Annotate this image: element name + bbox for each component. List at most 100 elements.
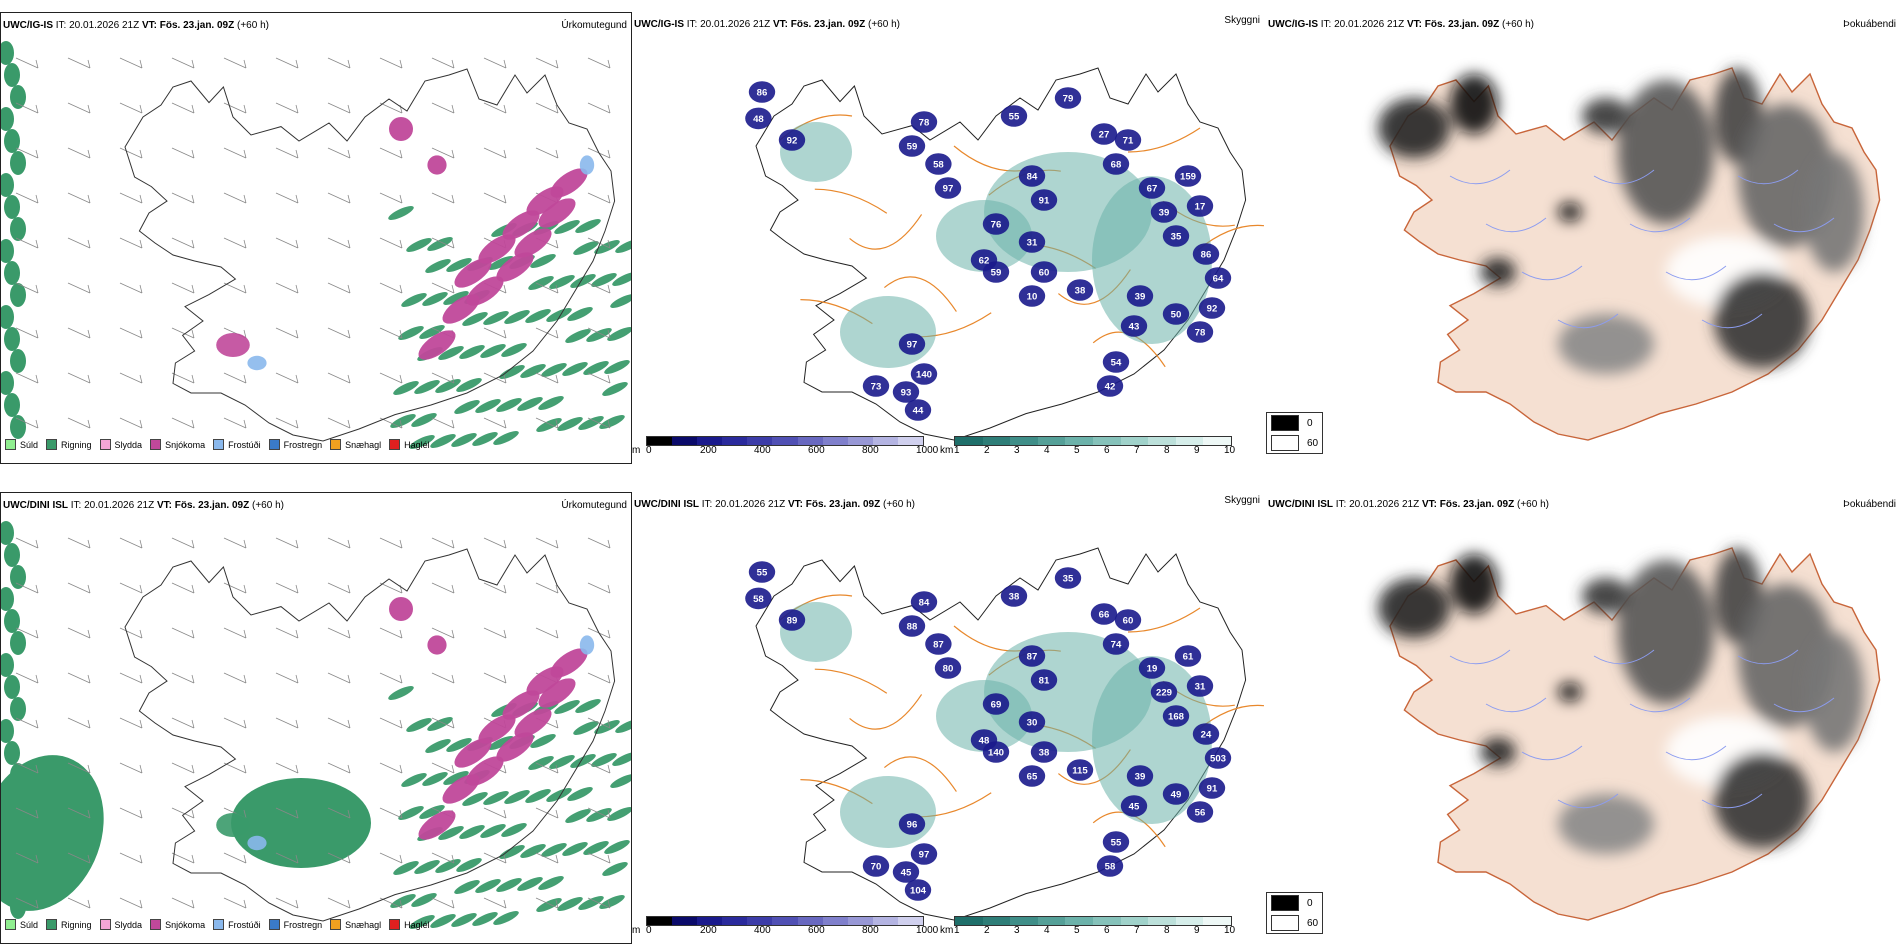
legend-swatch <box>1271 435 1299 451</box>
valid-time: Fös. 23.jan. 09Z <box>790 19 866 30</box>
colorbar-tick: 0 <box>646 445 652 456</box>
panel-title: UWC/DINI ISL IT: 20.01.2026 21Z VT: Fös.… <box>634 499 915 510</box>
legend-swatch <box>1271 415 1299 431</box>
cloudbase-value-label: 61 <box>1183 652 1194 663</box>
cloudbase-value-label: 96 <box>907 820 918 831</box>
legend-swatch <box>46 919 58 930</box>
cloudbase-value-label: 70 <box>871 862 882 873</box>
cloudbase-value-label: 55 <box>757 568 768 579</box>
fog-map-row2 <box>1378 547 1881 921</box>
cloudbase-colorbar: m 0 200 400 600 800 1000 <box>632 436 938 456</box>
legend-swatch <box>389 439 401 450</box>
colorbar-tick: 7 <box>1134 925 1140 936</box>
cloudbase-map-row1: 86 48 92 59 78 58 97 84 91 76 55 79 27 71 68 67 39 35 159 1… <box>745 67 1264 441</box>
legend-label: Snæhagl <box>345 439 382 450</box>
cloudbase-value-label: 49 <box>1171 790 1182 801</box>
cloudbase-value-label: 62 <box>979 256 990 267</box>
valid-time: Fös. 23.jan. 09Z <box>159 20 235 31</box>
cloudbase-value-label: 35 <box>1171 232 1182 243</box>
cloudbase-value-label: 59 <box>991 268 1002 279</box>
cloudbase-value-label: 58 <box>933 160 944 171</box>
legend-swatch <box>150 439 162 450</box>
legend-swatch <box>99 439 111 450</box>
cloudbase-value-label: 78 <box>1195 328 1206 339</box>
cloudbase-value-label: 38 <box>1009 592 1020 603</box>
colorbar-tick: 6 <box>1104 925 1110 936</box>
colorbar-tick: 1000 <box>916 925 939 936</box>
cloudbase-value-label: 84 <box>1027 172 1038 183</box>
panel-title: UWC/IG-IS IT: 20.01.2026 21Z VT: Fös. 23… <box>3 20 269 31</box>
colorbar-unit: km <box>940 445 954 456</box>
cloudbase-value-label: 73 <box>871 382 882 393</box>
precip-legend-item: Súld <box>5 439 38 450</box>
cloudbase-value-label: 140 <box>916 370 932 381</box>
model-name: UWC/IG-IS <box>1268 19 1318 30</box>
legend-label: 0 <box>1307 897 1313 909</box>
precip-legend-item: Rigning <box>46 439 92 450</box>
precip-legend-item: Frostregn <box>268 439 322 450</box>
init-time: 20.01.2026 21Z <box>69 20 140 31</box>
cloudbase-value-label: 87 <box>933 640 944 651</box>
precip-legend-item: Haglél <box>389 439 430 450</box>
cloudbase-value-label: 38 <box>1039 748 1050 759</box>
cloudbase-value-label: 19 <box>1147 664 1158 675</box>
precip-legend-item: Rigning <box>46 919 92 930</box>
cloudbase-value-label: 58 <box>1105 862 1116 873</box>
cloudbase-value-label: 31 <box>1195 682 1206 693</box>
legend-label: Rigning <box>61 439 92 450</box>
fog-legend: 0 60 <box>1266 412 1324 454</box>
colorbar-tick: 800 <box>862 445 879 456</box>
legend-label: Súld <box>20 439 39 450</box>
cloudbase-value-label: 45 <box>1129 802 1140 813</box>
cloudbase-value-label: 76 <box>991 220 1002 231</box>
colorbar-tick: 0 <box>646 925 652 936</box>
colorbar-tick: 10 <box>1224 925 1236 936</box>
colorbar-tick: 8 <box>1164 925 1170 936</box>
precip-type-title: Úrkomutegund <box>561 500 627 511</box>
legend-label: Haglél <box>404 919 430 930</box>
cloudbase-value-label: 92 <box>787 136 798 147</box>
precip-legend-item: Snæhagl <box>330 439 381 450</box>
fog-panel-row1: UWC/IG-IS IT: 20.01.2026 21Z VT: Fös. 23… <box>1266 12 1900 462</box>
model-name: UWC/DINI ISL <box>634 499 699 510</box>
cloudbase-value-label: 71 <box>1123 136 1134 147</box>
precip-legend-item: Slydda <box>99 919 142 930</box>
valid-time: Fös. 23.jan. 09Z <box>1424 19 1500 30</box>
precip-type-title: Úrkomutegund <box>561 20 627 31</box>
cloudbase-value-label: 79 <box>1063 94 1074 105</box>
precip-legend-item: Slydda <box>99 439 142 450</box>
fog-indicator-title: Þokuábendi <box>1843 499 1896 510</box>
colorbar-tick: 3 <box>1014 925 1020 936</box>
valid-time: Fös. 23.jan. 09Z <box>1439 499 1515 510</box>
lead-time: (+60 h) <box>237 20 269 31</box>
init-time: 20.01.2026 21Z <box>1334 19 1405 30</box>
model-name: UWC/DINI ISL <box>1268 499 1333 510</box>
legend-label: Frostúði <box>228 919 261 930</box>
cloudbase-value-label: 30 <box>1027 718 1038 729</box>
visibility-title: Skyggni <box>1224 495 1260 506</box>
cloudbase-value-label: 56 <box>1195 808 1206 819</box>
legend-swatch <box>1271 895 1299 911</box>
valid-time: Fös. 23.jan. 09Z <box>174 500 250 511</box>
cloudbase-panel-row1: 86 48 92 59 78 58 97 84 91 76 55 79 27 71 68 67 39 35 159 1… <box>632 12 1264 462</box>
precip-legend-item: Frostúði <box>213 919 261 930</box>
colorbar-tick: 8 <box>1164 445 1170 456</box>
panel-title: UWC/IG-IS IT: 20.01.2026 21Z VT: Fös. 23… <box>1268 19 1534 30</box>
cloudbase-value-label: 89 <box>787 616 798 627</box>
cloudbase-value-label: 17 <box>1195 202 1206 213</box>
legend-swatch <box>213 919 225 930</box>
legend-label: Rigning <box>61 919 92 930</box>
precip-panel-row1: UWC/IG-IS IT: 20.01.2026 21Z VT: Fös. 23… <box>0 12 632 464</box>
cloudbase-map-row2: 55 58 89 88 84 87 80 87 81 69 38 35 66 60 74 19 229 168 61… <box>745 547 1264 921</box>
colorbar-tick: 4 <box>1044 925 1050 936</box>
cloudbase-value-label: 91 <box>1207 784 1218 795</box>
precip-map-row1 <box>1 41 631 449</box>
cloudbase-value-label: 35 <box>1063 574 1074 585</box>
legend-label: Súld <box>20 919 39 930</box>
lead-time: (+60 h) <box>252 500 284 511</box>
colorbar-unit: m <box>632 925 641 936</box>
fog-legend-item: 60 <box>1267 433 1322 453</box>
cloudbase-value-label: 38 <box>1075 286 1086 297</box>
colorbar-tick: 5 <box>1074 925 1080 936</box>
precip-legend-item: Frostregn <box>268 919 322 930</box>
